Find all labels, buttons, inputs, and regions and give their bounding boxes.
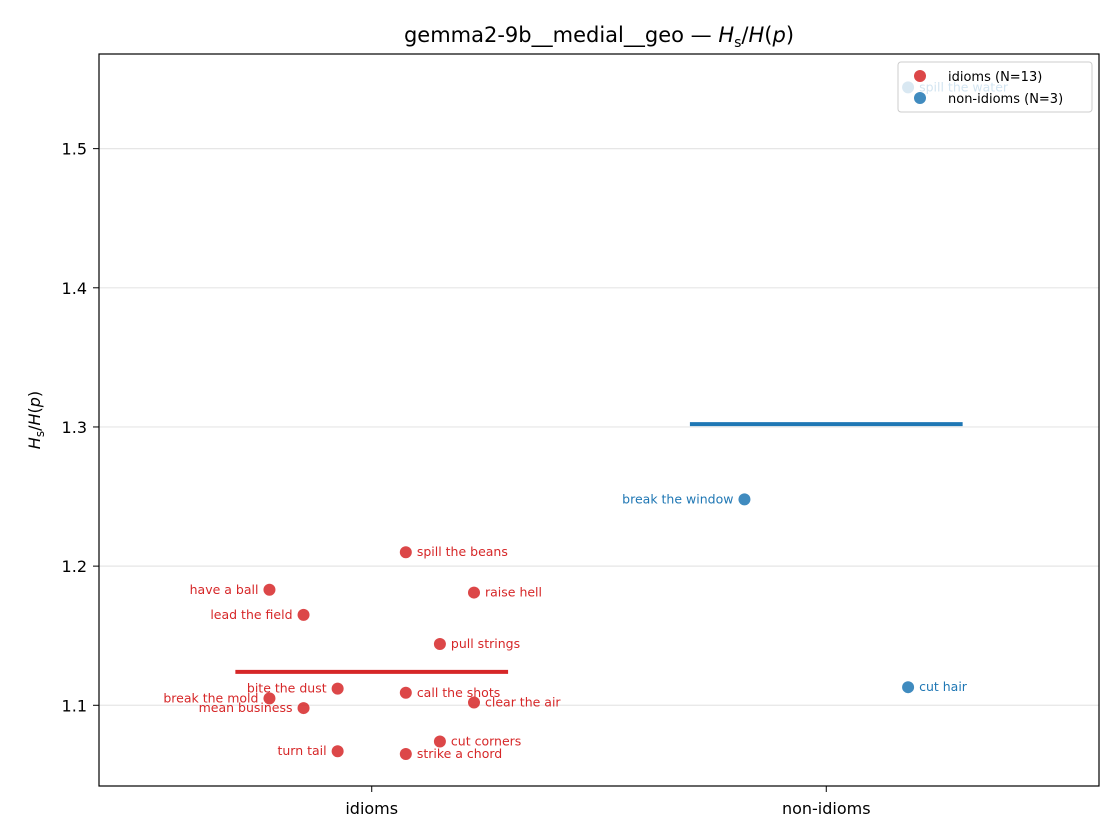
legend-marker [914, 70, 926, 82]
point-label: mean business [199, 700, 293, 715]
x-axis: idioms non-idioms [345, 786, 871, 818]
point-label: spill the beans [417, 544, 508, 559]
y-tick-label: 1.3 [62, 418, 87, 437]
y-tick-label: 1.4 [62, 279, 87, 298]
legend-box [897, 61, 1093, 113]
data-point [399, 686, 412, 699]
point-label: have a ball [190, 582, 259, 597]
data-point [468, 586, 480, 599]
data-point [399, 546, 412, 559]
point-label: lead the field [210, 607, 292, 622]
point-label: raise hell [485, 585, 542, 600]
data-point [433, 735, 446, 748]
y-tick-label: 1.1 [62, 696, 87, 715]
plot-frame [98, 53, 1100, 787]
data-point [297, 608, 310, 621]
x-tick-label: idioms [345, 799, 398, 818]
point-label: bite the dust [247, 681, 327, 696]
point-label: turn tail [277, 743, 326, 758]
legend-marker [914, 92, 926, 104]
data-point [331, 682, 344, 695]
data-point [263, 583, 276, 596]
point-label: call the shots [417, 685, 500, 700]
point-label: pull strings [451, 636, 520, 651]
y-tick-label: 1.5 [62, 140, 87, 159]
point-label: clear the air [485, 695, 561, 710]
data-point [331, 745, 344, 758]
point-label: break the window [622, 491, 733, 506]
x-tick-label: non-idioms [782, 799, 871, 818]
point-label: strike a chord [417, 746, 502, 761]
point-label: break the mold [163, 690, 258, 705]
y-tick-label: 1.2 [62, 557, 87, 576]
y-axis: 1.1 1.2 1.3 1.4 1.5 [62, 140, 99, 715]
data-point [297, 702, 310, 715]
data-point [263, 692, 276, 705]
chart-title: gemma2-9b__medial__geo — Hs/H(p) [404, 23, 794, 51]
point-label: cut corners [451, 733, 521, 748]
data-point [902, 681, 915, 694]
chart-title-prefix: gemma2-9b__medial__geo — [404, 23, 718, 48]
legend-label: idioms (N=13) [948, 70, 1042, 85]
mean-lines [235, 422, 963, 674]
y-axis-label: Hs/H(p) [25, 391, 47, 449]
y-gridlines [99, 148, 1099, 706]
legend: idioms (N=13) non-idioms (N=3) [897, 61, 1093, 113]
data-points: spill the beans have a ball raise hell lead… [163, 79, 1009, 761]
point-label: cut hair [919, 679, 968, 694]
data-point [738, 493, 751, 506]
data-point [399, 747, 412, 760]
data-point [433, 638, 446, 651]
legend-label: non-idioms (N=3) [948, 92, 1063, 107]
data-point [468, 696, 480, 709]
